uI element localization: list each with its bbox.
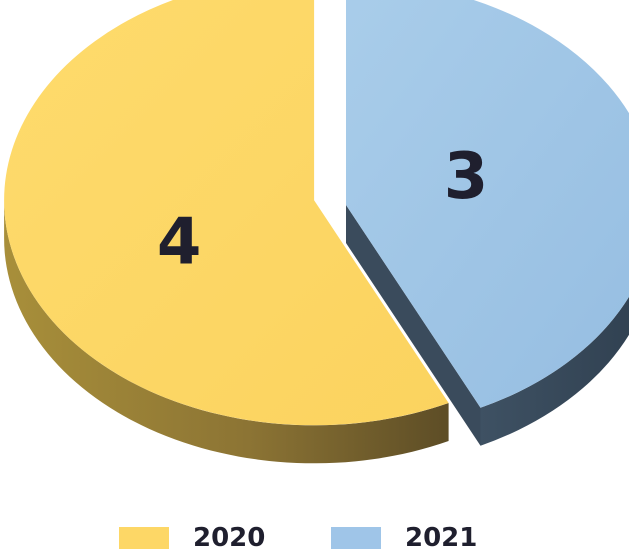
slice-2021-cut-face [346,205,481,446]
slice-2021-top [346,0,629,408]
slice-2020-side-wall [4,200,449,464]
legend-label-2020: 2020 [193,523,266,553]
legend-item-2021: 2021 [331,520,477,556]
legend-item-2020: 2020 [119,520,265,556]
data-label-2021: 3 [444,140,489,214]
legend-label-2021: 2021 [405,523,478,553]
slice-2020-top [4,0,449,426]
data-label-2020: 4 [157,205,202,279]
legend-swatch-2020 [119,527,169,549]
legend: 2020 2021 [0,520,629,556]
legend-swatch-2021 [331,527,381,549]
slice-2021-side-wall [480,296,629,446]
